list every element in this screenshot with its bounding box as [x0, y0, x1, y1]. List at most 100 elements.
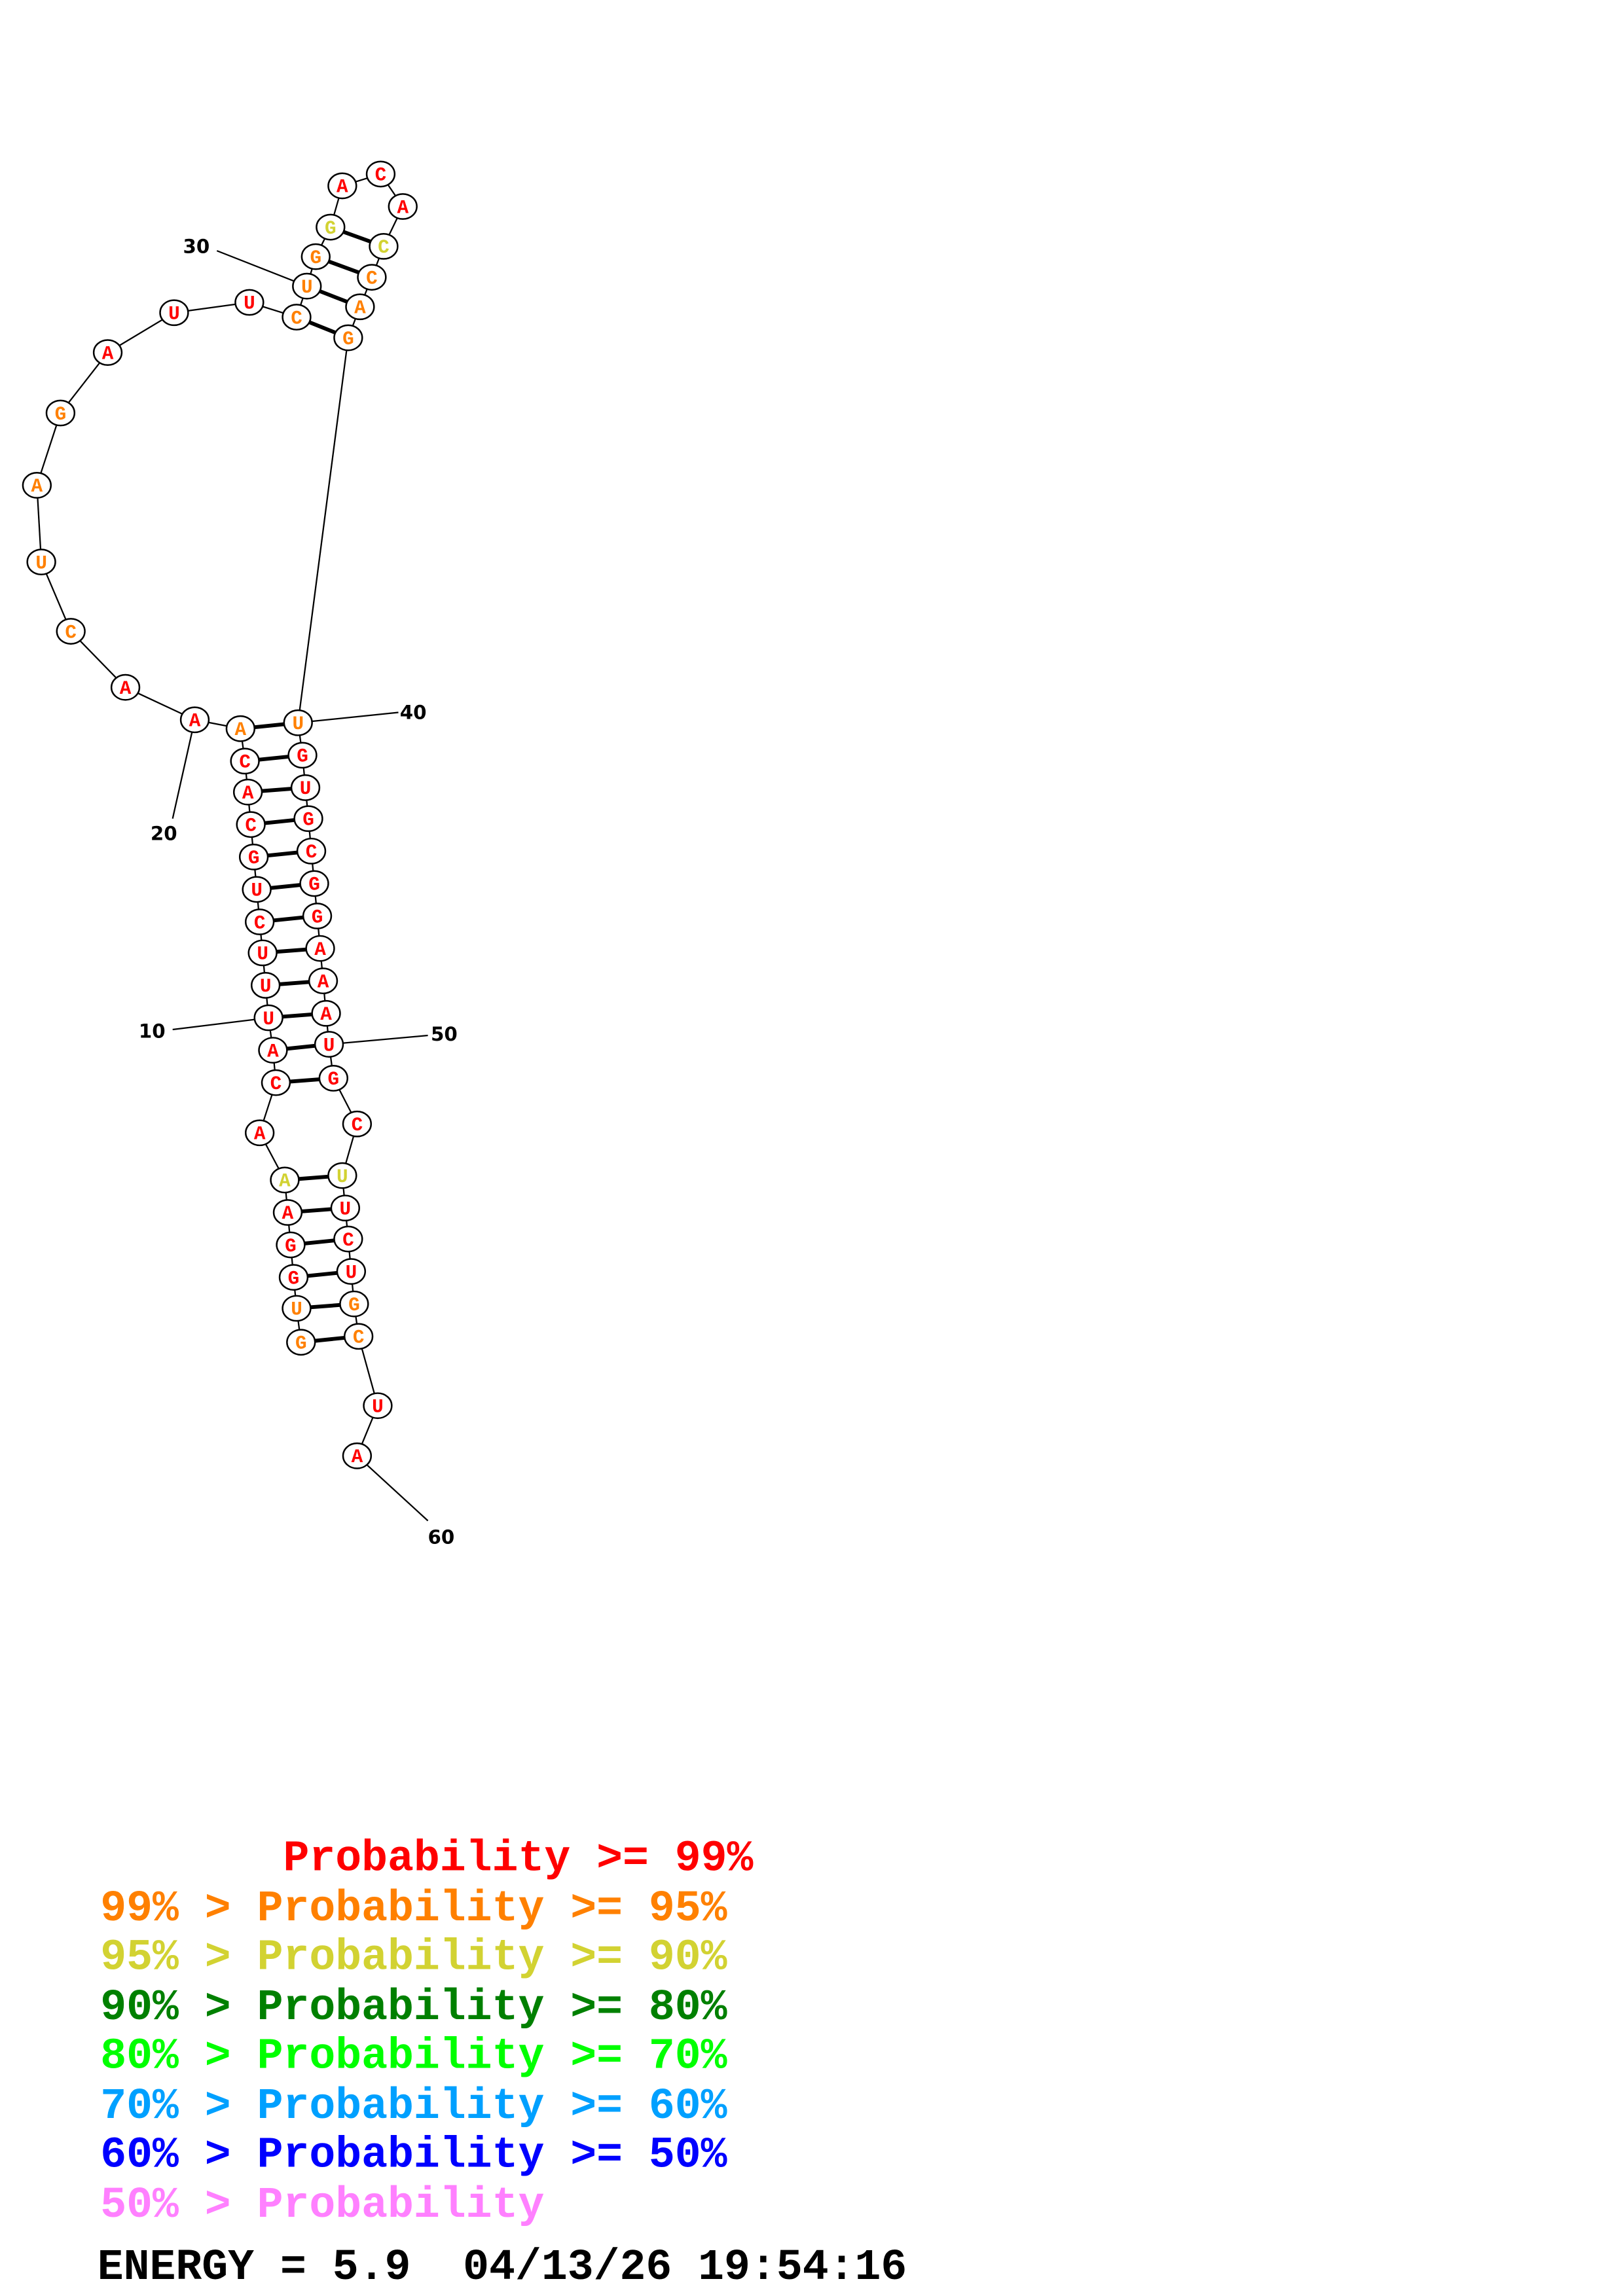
nucleotide-letter: G — [342, 329, 354, 350]
nucleotide-13: C — [244, 908, 275, 935]
nucleotide-circle — [299, 870, 329, 897]
nucleotide-25: G — [45, 399, 76, 427]
nucleotide-circle — [26, 548, 56, 576]
nucleotide-letter: A — [235, 719, 247, 741]
nucleotide-33: A — [327, 172, 357, 200]
nucleotide-circle — [301, 243, 331, 270]
nucleotide-circle — [311, 999, 341, 1027]
tick-40 — [298, 711, 399, 724]
nucleotide-circle — [318, 1065, 348, 1092]
nucleotide-16: C — [236, 811, 266, 838]
position-label-40: 40 — [400, 702, 427, 724]
nucleotide-42: U — [290, 774, 321, 801]
nucleotide-circle — [286, 1329, 316, 1356]
nucleotide-circle — [92, 339, 123, 367]
nucleotide-24: A — [22, 472, 52, 499]
position-label-20: 20 — [151, 822, 177, 844]
position-label-30: 30 — [183, 235, 210, 257]
nucleotide-circle — [369, 232, 399, 260]
nucleotide-letter: A — [242, 783, 254, 804]
nucleotide-letter: C — [378, 237, 390, 259]
nucleotide-28: U — [234, 289, 264, 316]
nucleotide-44: C — [296, 837, 327, 865]
nucleotide-circle — [363, 1392, 393, 1420]
nucleotide-circle — [314, 1031, 344, 1058]
nucleotide-letter: C — [270, 1073, 282, 1095]
nucleotide-circle — [357, 264, 387, 291]
nucleotide-letter: G — [310, 247, 321, 269]
nucleotide-letter: G — [325, 218, 337, 240]
nucleotide-letter: G — [248, 848, 260, 869]
nucleotide-letter: A — [254, 1124, 266, 1145]
nucleotide-letter: C — [245, 816, 257, 837]
nucleotide-circle — [253, 1004, 283, 1031]
nucleotide-letter: U — [301, 277, 313, 298]
nucleotide-11: U — [251, 972, 281, 999]
nucleotide-58: C — [343, 1323, 374, 1350]
nucleotide-circle — [327, 172, 357, 200]
tick-20 — [172, 719, 196, 819]
nucleotide-23: U — [26, 548, 56, 576]
nucleotide-circle — [388, 193, 418, 220]
legend-row-2: 99% > Probability >= 95% — [100, 1884, 727, 1933]
nucleotide-circle — [327, 1162, 357, 1189]
nucleotide-circle — [342, 1442, 373, 1469]
nucleotide-59: U — [363, 1392, 393, 1420]
nucleotide-7: A — [244, 1119, 275, 1147]
nucleotide-circle — [333, 324, 363, 351]
nucleotide-letter: C — [342, 1230, 354, 1251]
nucleotide-letter: C — [375, 165, 387, 187]
nucleotide-circle — [308, 967, 338, 995]
nucleotide-46: G — [302, 903, 333, 929]
nucleotide-letter: C — [291, 308, 302, 329]
nucleotide-19: A — [225, 715, 255, 742]
nucleotide-letter: C — [65, 622, 77, 643]
nucleotide-39: G — [333, 324, 363, 351]
legend: Probability >= 99% 99% > Probability >= … — [100, 1835, 753, 2231]
nucleotide-circle — [234, 289, 264, 316]
nucleotide-letter: G — [328, 1069, 340, 1090]
nucleotide-circle — [305, 935, 335, 962]
nucleotide-letter: A — [397, 197, 409, 219]
nucleotide-letter: U — [168, 304, 180, 325]
nucleotide-56: U — [336, 1258, 367, 1285]
nucleotide-3: G — [278, 1264, 309, 1291]
nucleotide-9: A — [258, 1037, 288, 1064]
nucleotide-letter: A — [120, 678, 132, 700]
nucleotide-circle — [293, 805, 323, 833]
nucleotide-35: A — [388, 193, 418, 220]
nucleotide-36: C — [369, 232, 399, 260]
nucleotide-circle — [345, 293, 375, 321]
position-ticks: 10 20 30 40 50 60 — [139, 235, 458, 1548]
nucleotide-letter: U — [372, 1396, 384, 1418]
nucleotide-letter: G — [285, 1236, 297, 1257]
nucleotide-circle — [290, 774, 321, 801]
nucleotide-letter: A — [320, 1004, 332, 1026]
nucleotide-letter: U — [337, 1166, 348, 1188]
nucleotide-circle — [283, 709, 313, 736]
nucleotide-53: U — [327, 1162, 357, 1189]
nucleotide-letter: G — [297, 746, 308, 768]
nucleotide-circle — [244, 908, 275, 935]
nucleotide-letter: A — [352, 1446, 363, 1468]
nucleotide-29: C — [282, 304, 312, 331]
nucleotide-circle — [282, 1295, 312, 1322]
nucleotide-letter: G — [288, 1268, 300, 1289]
nucleotide-circle — [316, 213, 346, 241]
nucleotide-circle — [270, 1166, 300, 1194]
nucleotide-21: A — [110, 673, 141, 701]
nucleotide-circle — [179, 706, 210, 734]
nucleotide-circle — [230, 747, 260, 775]
nucleotide-52: C — [342, 1110, 373, 1138]
nucleotide-10: U — [253, 1004, 283, 1031]
nucleotide-circle — [110, 673, 141, 701]
nucleotide-letter: C — [353, 1327, 365, 1349]
nucleotide-letter: U — [244, 293, 255, 315]
nucleotide-letter: G — [295, 1333, 307, 1355]
position-label-10: 10 — [139, 1020, 166, 1042]
nucleotide-circle — [247, 939, 278, 967]
nucleotide-circle — [242, 876, 272, 903]
nucleotide-letter: U — [346, 1262, 357, 1283]
nucleotide-circle — [225, 715, 255, 742]
